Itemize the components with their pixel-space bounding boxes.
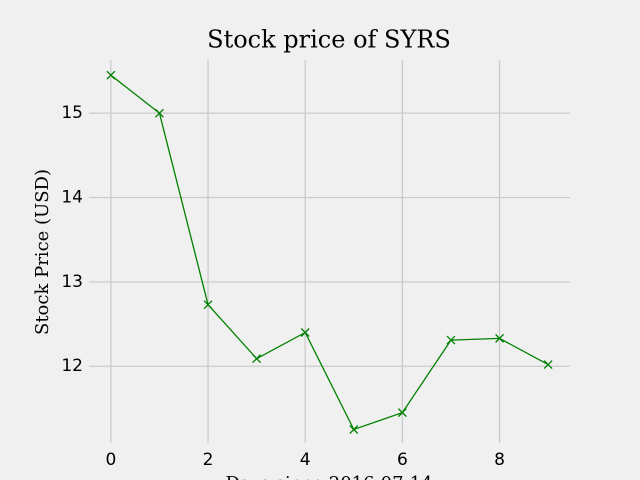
x-tick-label: 4 (300, 450, 311, 470)
marker (106, 70, 116, 80)
chart-title: Stock price of SYRS (207, 26, 451, 54)
x-axis-label: Days since 2016-07-14 (225, 473, 432, 480)
y-axis-label: Stock Price (USD) (32, 169, 53, 335)
marker (300, 328, 310, 337)
y-tick-label: 12 (61, 356, 83, 376)
marker (252, 354, 262, 364)
x-tick-label: 6 (397, 450, 408, 470)
x-tick-label: 0 (105, 450, 116, 470)
y-tick-label: 13 (61, 272, 83, 292)
marker (543, 360, 553, 370)
x-tick-label: 2 (203, 450, 214, 470)
line (110, 74, 549, 431)
x-tick-label: 8 (494, 450, 505, 470)
marker (349, 425, 359, 434)
marker (154, 108, 164, 118)
y-tick-label: 15 (61, 103, 83, 123)
marker (446, 335, 456, 345)
marker (495, 333, 505, 343)
marker (203, 300, 213, 310)
y-tick-label: 14 (61, 188, 83, 208)
marker (397, 408, 407, 418)
